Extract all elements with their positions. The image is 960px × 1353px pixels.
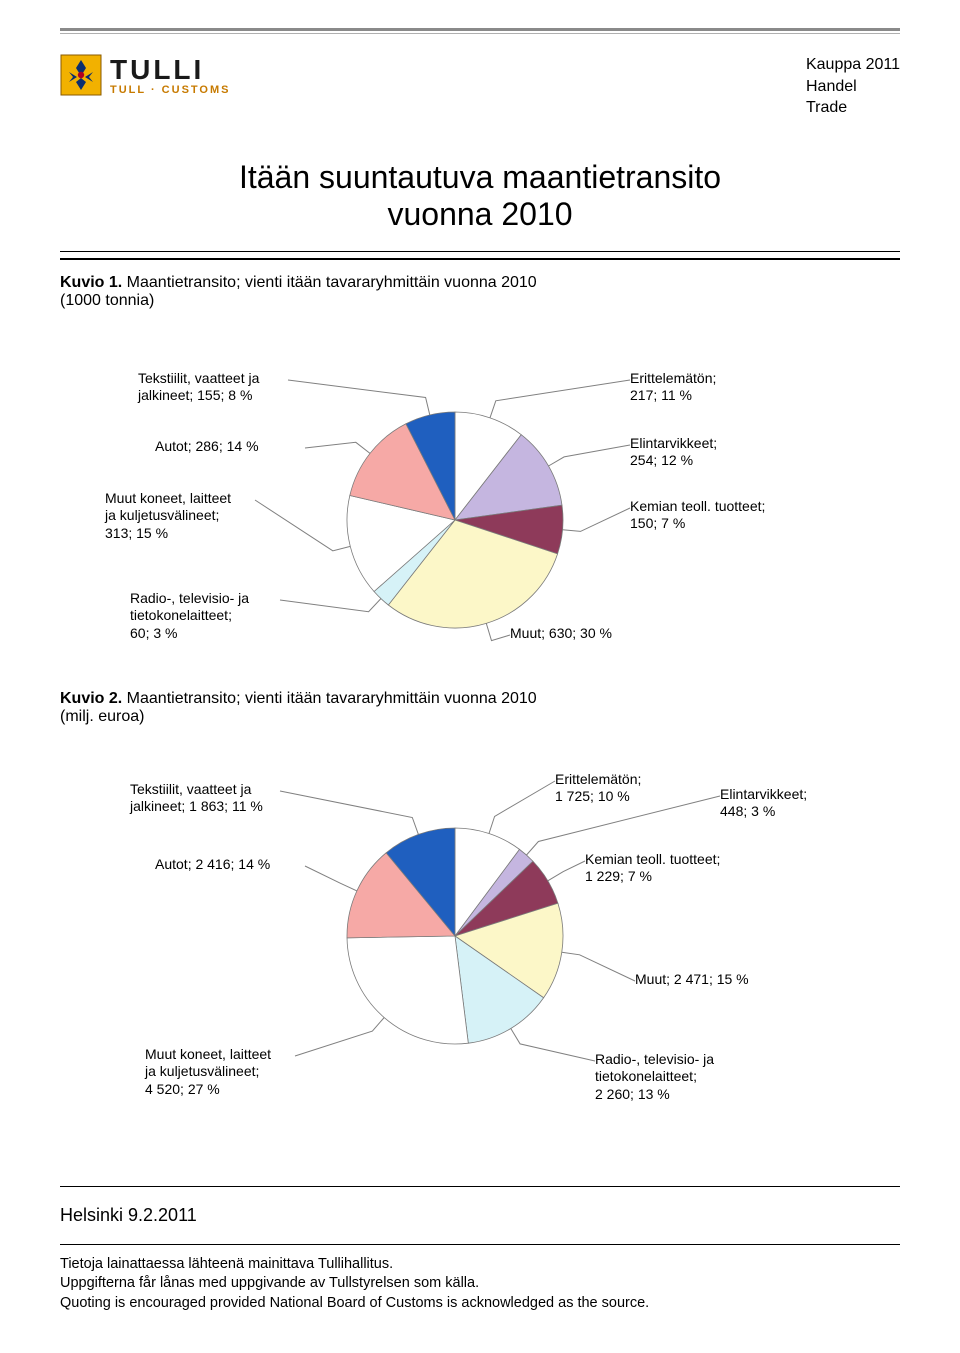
leader-line — [563, 508, 630, 531]
page-title: Itään suuntautuva maantietransito vuonna… — [0, 149, 960, 251]
slice-label: Muut; 2 471; 15 % — [635, 971, 749, 989]
footer-notes: Tietoja lainattaessa lähteenä mainittava… — [60, 1255, 900, 1314]
footer-note-2: Uppgifterna får lånas med uppgivande av … — [60, 1274, 900, 1294]
title-line-2: vuonna 2010 — [387, 196, 572, 232]
chart1-caption-rest: Maantietransito; vienti itään tavararyhm… — [60, 274, 537, 309]
header-row: TULLI TULL · CUSTOMS Kauppa 2011 Handel … — [0, 54, 960, 119]
slice-label: Autot; 2 416; 14 % — [155, 856, 270, 874]
slice-label: Radio-, televisio- ja tietokonelaitteet;… — [130, 590, 249, 643]
slice-label: Kemian teoll. tuotteet; 1 229; 7 % — [585, 851, 720, 886]
chart2-zone: Erittelemätön; 1 725; 10 % Elintarvikkeet… — [60, 726, 900, 1156]
chart1-zone: Erittelemätön; 217; 11 % Elintarvikkeet; … — [60, 310, 900, 690]
meta-line-3: Trade — [806, 97, 900, 119]
top-rule-thin — [60, 33, 900, 34]
slice-label: Radio-, televisio- ja tietokonelaitteet;… — [595, 1051, 714, 1104]
chart2-caption-rest: Maantietransito; vienti itään tavararyhm… — [60, 690, 537, 725]
chart1-caption-bold: Kuvio 1. — [60, 274, 122, 291]
leader-line — [562, 952, 635, 981]
slice-label: Erittelemätön; 1 725; 10 % — [555, 771, 641, 806]
meta-line-2: Handel — [806, 76, 900, 98]
footer-note-1: Tietoja lainattaessa lähteenä mainittava… — [60, 1255, 900, 1275]
logo-sub: TULL · CUSTOMS — [110, 84, 230, 96]
slice-label: Muut koneet, laitteet ja kuljetusvälinee… — [145, 1046, 271, 1099]
meta-line-1: Kauppa 2011 — [806, 54, 900, 76]
pie-chart — [345, 410, 565, 630]
slice-label: Tekstiilit, vaatteet ja jalkineet; 155; … — [138, 370, 259, 405]
footer-note-3: Quoting is encouraged provided National … — [60, 1294, 900, 1314]
pie-slice — [347, 936, 468, 1044]
pie-wrap — [345, 826, 565, 1046]
slice-label: Tekstiilit, vaatteet ja jalkineet; 1 863… — [130, 781, 263, 816]
chart2-caption-bold: Kuvio 2. — [60, 690, 122, 707]
slice-label: Elintarvikkeet; 254; 12 % — [630, 435, 717, 470]
leader-line — [255, 500, 350, 551]
chart2-caption: Kuvio 2. Maantietransito; vienti itään t… — [0, 690, 960, 726]
slice-label: Muut koneet, laitteet ja kuljetusvälinee… — [105, 490, 231, 543]
header-meta: Kauppa 2011 Handel Trade — [806, 54, 900, 119]
footer-rule-top — [60, 1186, 900, 1187]
pie-chart — [345, 826, 565, 1046]
pie-wrap — [345, 410, 565, 630]
title-rule-bot — [60, 258, 900, 260]
logo-text: TULLI TULL · CUSTOMS — [110, 54, 230, 96]
logo-main: TULLI — [110, 54, 230, 86]
chart1-caption: Kuvio 1. Maantietransito; vienti itään t… — [0, 274, 960, 310]
slice-label: Kemian teoll. tuotteet; 150; 7 % — [630, 498, 765, 533]
slice-label: Autot; 286; 14 % — [155, 438, 259, 456]
title-line-1: Itään suuntautuva maantietransito — [239, 159, 721, 195]
logo-block: TULLI TULL · CUSTOMS — [60, 54, 230, 96]
slice-label: Erittelemätön; 217; 11 % — [630, 370, 716, 405]
footer-city-date: Helsinki 9.2.2011 — [60, 1205, 900, 1226]
title-rule-top — [60, 251, 900, 252]
top-rule — [60, 28, 900, 31]
customs-seal-icon — [60, 54, 102, 96]
footer: Helsinki 9.2.2011 Tietoja lainattaessa l… — [0, 1156, 960, 1353]
slice-label: Elintarvikkeet; 448; 3 % — [720, 786, 807, 821]
footer-rule-thin — [60, 1244, 900, 1245]
